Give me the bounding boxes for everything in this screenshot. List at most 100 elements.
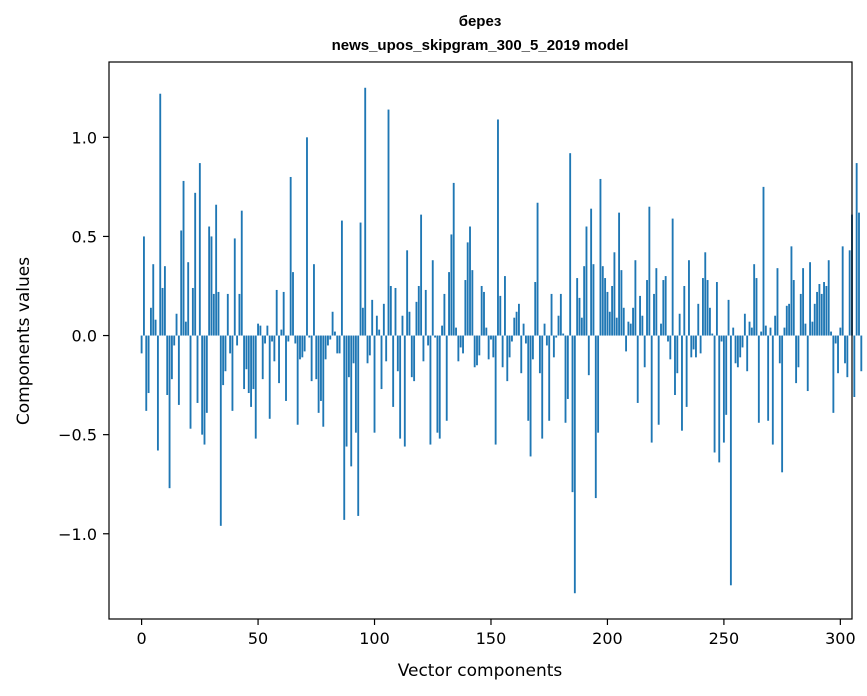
- bar-226: [667, 335, 669, 342]
- bar-16: [177, 335, 180, 405]
- bar-124: [429, 335, 432, 445]
- bar-264: [755, 278, 758, 336]
- bar-224: [662, 280, 665, 336]
- bar-172: [541, 335, 544, 439]
- bar-258: [741, 335, 744, 348]
- bar-219: [650, 335, 653, 443]
- bar-295: [827, 260, 830, 336]
- bar-164: [522, 323, 525, 336]
- bar-47: [250, 335, 253, 407]
- bar-218: [648, 206, 651, 336]
- bar-221: [655, 268, 658, 336]
- bar-30: [210, 236, 213, 336]
- bar-87: [343, 335, 346, 520]
- bar-65: [292, 272, 294, 336]
- bar-175: [548, 335, 551, 421]
- bar-131: [445, 335, 448, 421]
- bar-123: [427, 335, 430, 346]
- bar-48: [252, 335, 255, 390]
- bar-180: [559, 293, 562, 336]
- bar-215: [641, 315, 644, 336]
- bar-230: [676, 335, 679, 374]
- bar-129: [441, 325, 443, 336]
- bar-77: [320, 335, 322, 401]
- bar-34: [219, 335, 222, 526]
- bar-18: [182, 180, 185, 336]
- bar-229: [674, 335, 676, 396]
- bar-248: [718, 335, 721, 463]
- bar-1: [143, 236, 145, 336]
- bar-261: [748, 321, 751, 336]
- bar-117: [413, 335, 416, 382]
- bar-284: [802, 268, 805, 336]
- x-axis-label: Vector components: [398, 661, 563, 681]
- bar-231: [678, 313, 681, 336]
- bar-162: [518, 303, 520, 336]
- bar-115: [408, 311, 411, 336]
- bar-99: [371, 299, 374, 336]
- bar-28: [205, 335, 208, 413]
- bar-83: [334, 331, 336, 336]
- bar-91: [352, 335, 355, 364]
- bar-199: [604, 278, 607, 336]
- bar-120: [420, 214, 423, 336]
- bar-90: [350, 335, 353, 467]
- y-tick-label: −0.5: [58, 426, 97, 445]
- bar-39: [231, 335, 234, 411]
- bar-105: [385, 335, 388, 362]
- x-tick-label: 100: [359, 629, 390, 648]
- bar-177: [552, 335, 555, 358]
- bar-148: [485, 327, 488, 336]
- bar-306: [853, 335, 856, 397]
- bar-98: [368, 335, 371, 356]
- bar-169: [534, 282, 537, 336]
- bar-249: [720, 335, 723, 342]
- bar-267: [762, 186, 765, 336]
- bar-220: [653, 293, 655, 336]
- bars-group: [140, 87, 863, 594]
- bar-278: [788, 303, 791, 336]
- bar-109: [394, 287, 397, 336]
- bar-57: [273, 335, 276, 362]
- bar-19: [184, 321, 187, 336]
- y-tick-label: −1.0: [58, 525, 97, 544]
- bar-42: [238, 293, 241, 336]
- bar-212: [634, 260, 637, 336]
- bar-174: [545, 335, 548, 346]
- bar-21: [189, 335, 192, 429]
- bar-9: [161, 287, 164, 336]
- bar-188: [578, 297, 581, 336]
- bar-66: [294, 335, 297, 344]
- bar-26: [201, 335, 204, 435]
- bar-104: [382, 303, 385, 336]
- bar-114: [406, 250, 409, 336]
- bar-289: [813, 303, 816, 336]
- y-tick-label: 1.0: [72, 128, 97, 147]
- x-tick-label: 300: [825, 629, 856, 648]
- bar-293: [823, 282, 825, 336]
- bar-106: [387, 109, 390, 336]
- bar-72: [308, 335, 311, 338]
- bar-236: [690, 335, 693, 358]
- bar-97: [366, 335, 369, 364]
- bar-126: [434, 335, 437, 338]
- bar-161: [515, 311, 518, 336]
- bar-81: [329, 335, 332, 340]
- bar-134: [452, 182, 455, 336]
- bar-183: [566, 335, 569, 399]
- bar-194: [592, 264, 595, 336]
- bar-276: [783, 327, 786, 336]
- bar-245: [711, 333, 714, 336]
- bar-51: [259, 325, 262, 336]
- bar-27: [203, 335, 206, 445]
- bar-158: [508, 335, 511, 358]
- bar-133: [450, 234, 453, 336]
- bar-82: [331, 311, 334, 336]
- bar-166: [527, 335, 530, 421]
- bar-43: [240, 210, 243, 336]
- bar-54: [266, 325, 269, 336]
- bar-252: [727, 299, 730, 336]
- bar-195: [594, 335, 597, 499]
- bar-273: [776, 268, 779, 336]
